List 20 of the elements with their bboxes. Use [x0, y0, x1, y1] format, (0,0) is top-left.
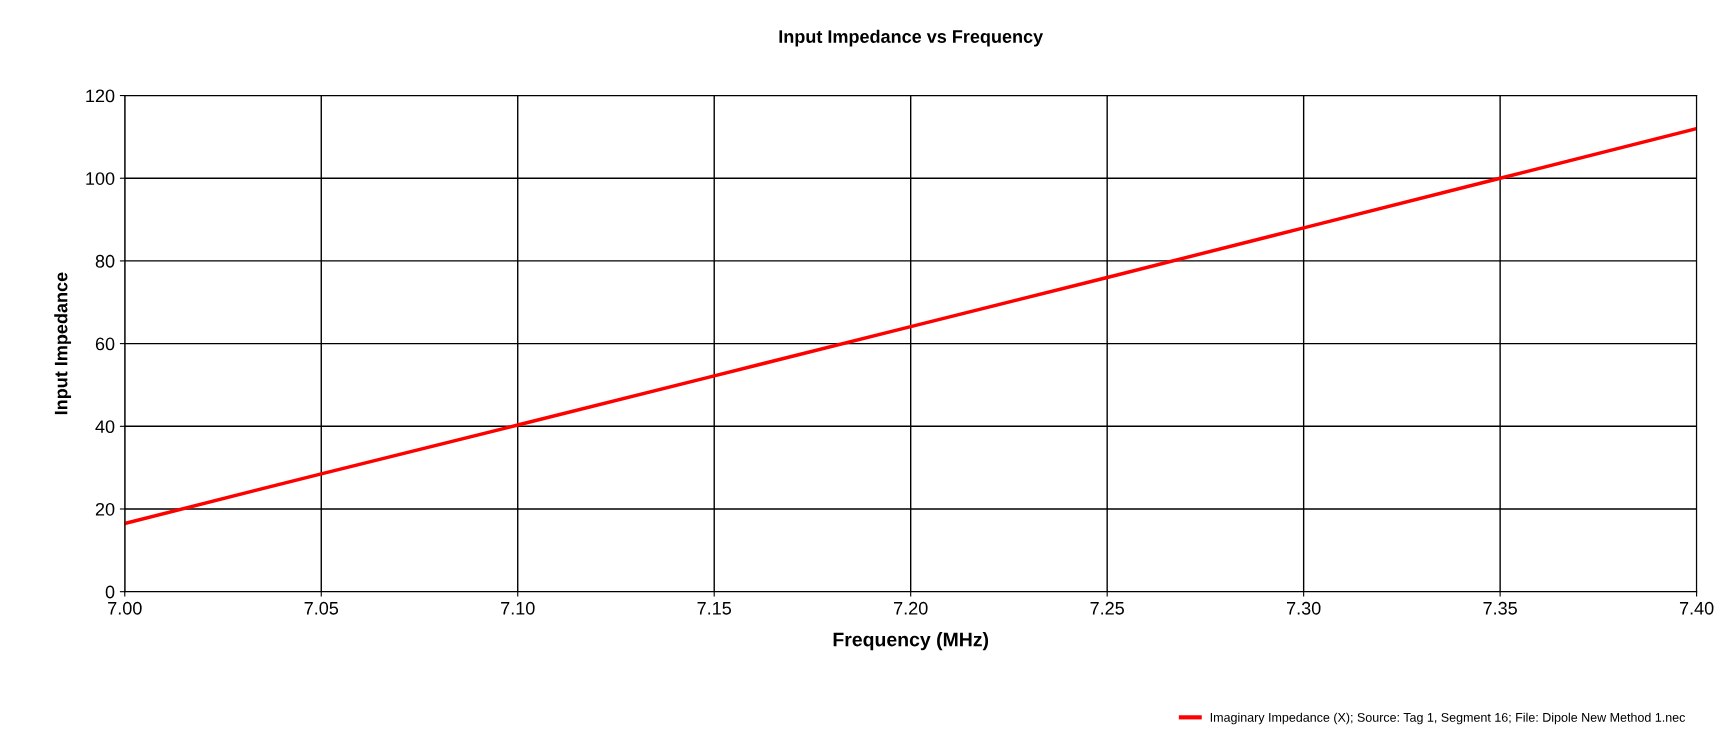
y-tick-label: 40	[95, 420, 115, 434]
x-tick-label: 7.25	[1090, 601, 1124, 615]
legend-label: Imaginary Impedance (X); Source: Tag 1, Segment 16; File: Dipole New Method 1.nec	[1210, 712, 1686, 725]
x-axis-title: Frequency (MHz)	[833, 632, 989, 651]
y-tick-label: 100	[86, 172, 115, 185]
y-tick-label: 60	[95, 337, 115, 351]
x-tick-label: 7.05	[304, 601, 339, 615]
y-tick-label: 0	[105, 585, 115, 599]
x-tick-label: 7.40	[1679, 601, 1714, 615]
y-tick-label: 80	[95, 254, 115, 268]
x-tick-label: 7.10	[501, 601, 535, 615]
x-tick-label: 7.30	[1287, 601, 1321, 615]
y-tick-label: 120	[86, 89, 115, 103]
x-tick-label: 7.15	[697, 602, 732, 615]
x-tick-label: 7.00	[108, 601, 142, 615]
chart-title: Input Impedance vs Frequency	[779, 29, 1044, 47]
y-tick-label: 20	[95, 502, 115, 516]
x-tick-label: 7.35	[1483, 601, 1517, 615]
y-axis-title: Input Impedance	[54, 272, 72, 415]
x-tick-label: 7.20	[894, 601, 928, 615]
